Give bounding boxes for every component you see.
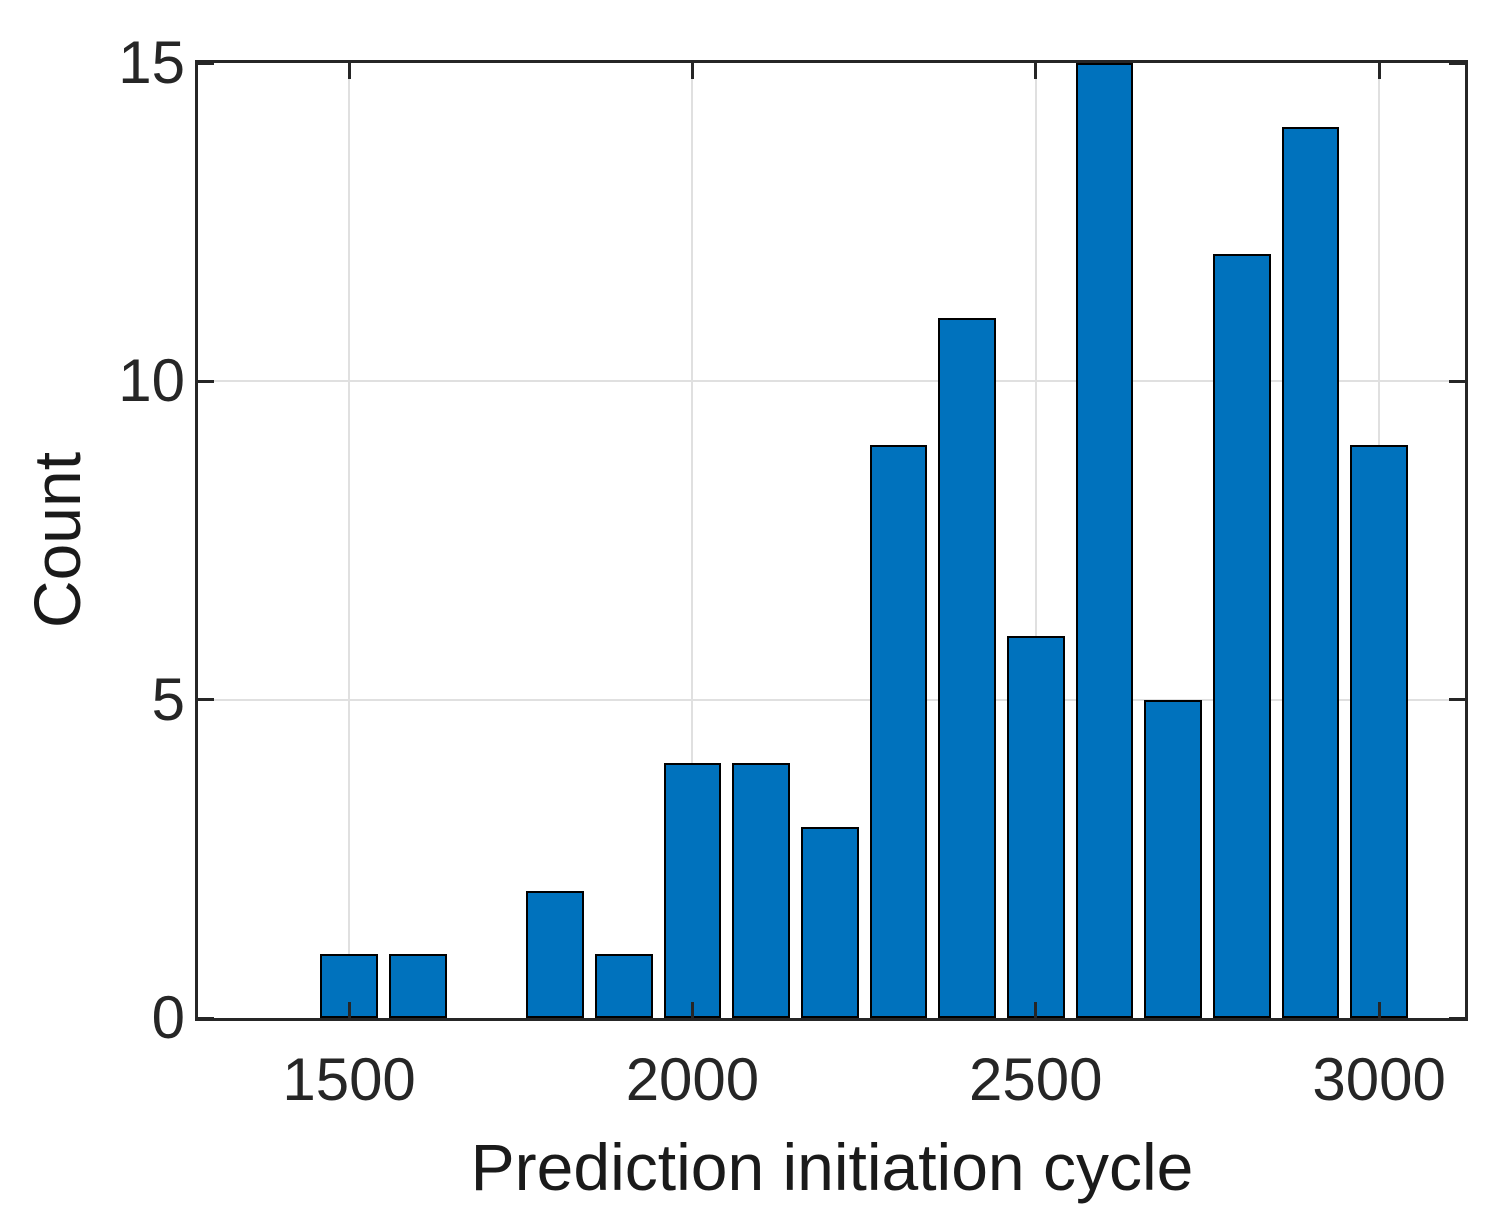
- y-tick-label: 15: [118, 29, 185, 96]
- x-tick-label: 3000: [1312, 1046, 1446, 1113]
- x-tick-mark-top: [1034, 63, 1038, 79]
- y-tick-mark-right: [1449, 1016, 1465, 1020]
- y-tick-mark: [198, 1016, 214, 1020]
- x-tick-label: 2500: [969, 1046, 1103, 1113]
- x-gridline: [1034, 63, 1037, 1018]
- histogram-bar: [594, 954, 653, 1018]
- x-tick-mark-top: [347, 63, 351, 79]
- histogram-bar: [663, 763, 722, 1018]
- x-tick-label: 1500: [282, 1046, 416, 1113]
- plot-area: [195, 60, 1468, 1021]
- histogram-bar: [388, 954, 447, 1018]
- y-gridline: [198, 380, 1465, 383]
- y-tick-mark-right: [1449, 698, 1465, 702]
- histogram-bar: [1075, 63, 1134, 1018]
- x-tick-mark: [690, 1002, 694, 1018]
- x-tick-mark: [347, 1002, 351, 1018]
- x-tick-mark: [1377, 1002, 1381, 1018]
- histogram-bar: [1006, 636, 1065, 1018]
- x-gridline: [348, 63, 351, 1018]
- histogram-bar: [526, 890, 584, 1018]
- histogram-bar: [1281, 126, 1340, 1018]
- histogram-bar: [320, 954, 378, 1018]
- x-tick-mark: [1034, 1002, 1038, 1018]
- y-tick-label: 0: [151, 984, 185, 1051]
- y-gridline: [198, 698, 1465, 701]
- histogram-bar: [938, 317, 996, 1018]
- x-axis-label: Prediction initiation cycle: [470, 1130, 1194, 1204]
- y-tick-mark-right: [1449, 61, 1465, 65]
- y-axis-label: Count: [20, 451, 94, 629]
- histogram-bar: [800, 827, 859, 1018]
- histogram-bar: [1212, 254, 1271, 1018]
- x-tick-mark-top: [1377, 63, 1381, 79]
- histogram-bar: [1350, 445, 1408, 1018]
- y-tick-label: 10: [118, 347, 185, 415]
- histogram-bar: [869, 445, 928, 1018]
- histogram-bar: [732, 763, 790, 1018]
- x-tick-label: 2000: [625, 1046, 760, 1113]
- y-tick-mark: [198, 698, 214, 702]
- y-tick-mark-right: [1449, 379, 1465, 383]
- x-tick-mark-top: [690, 63, 694, 79]
- y-tick-mark: [198, 379, 214, 383]
- x-gridline: [691, 63, 694, 1018]
- y-tick-mark: [198, 61, 214, 65]
- y-tick-label: 5: [151, 665, 185, 733]
- histogram-bar: [1144, 699, 1202, 1018]
